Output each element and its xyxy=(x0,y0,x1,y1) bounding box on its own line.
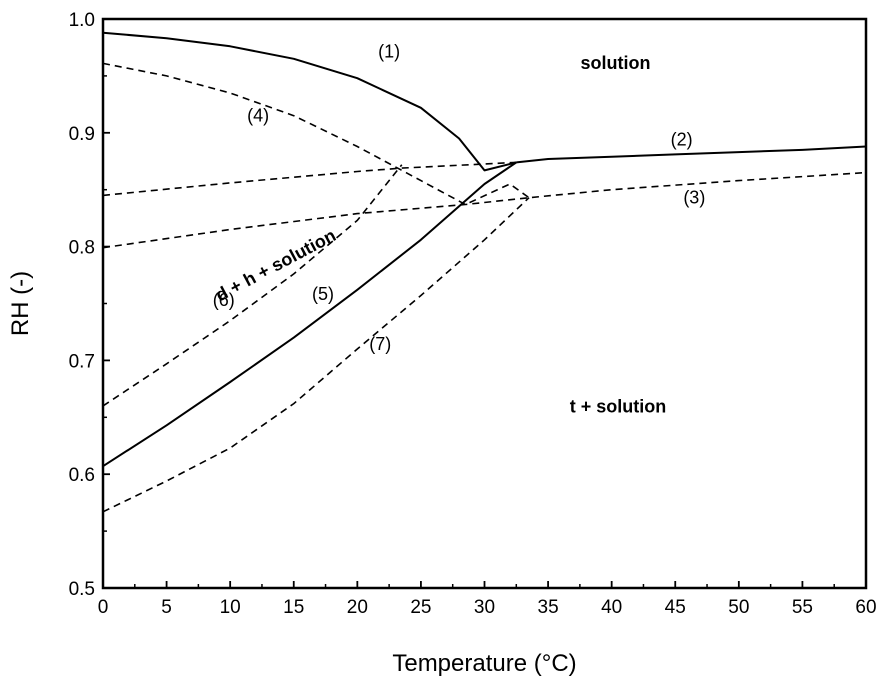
y-tick-label: 0.8 xyxy=(69,238,95,259)
series-line-2 xyxy=(516,145,867,164)
series-line-3 xyxy=(102,171,867,249)
x-tick-label: 20 xyxy=(347,597,368,618)
y-tick-label: 0.6 xyxy=(69,465,95,486)
series-line-1 xyxy=(102,31,517,172)
series-line-6 xyxy=(102,164,403,407)
x-tick-label: 15 xyxy=(283,597,304,618)
region-label: solution xyxy=(580,53,650,73)
x-tick-label: 55 xyxy=(792,597,813,618)
series-lines xyxy=(102,31,867,513)
curve-label: (6) xyxy=(213,290,235,310)
series-line-8 xyxy=(102,161,517,197)
curve-label: (1) xyxy=(378,42,400,62)
curve-label: (5) xyxy=(312,284,334,304)
series-line-5 xyxy=(102,161,517,468)
curve-label: (4) xyxy=(247,105,269,125)
x-tick-label: 5 xyxy=(161,597,172,618)
y-tick-label: 0.9 xyxy=(69,124,95,145)
x-tick-label: 50 xyxy=(728,597,749,618)
y-axis-title: RH (-) xyxy=(7,271,34,336)
x-tick-label: 0 xyxy=(98,597,109,618)
series-line-7 xyxy=(102,197,530,513)
curve-label: (7) xyxy=(369,334,391,354)
x-tick-label: 30 xyxy=(474,597,495,618)
region-label: t + solution xyxy=(570,397,667,417)
y-tick-label: 0.5 xyxy=(69,579,95,600)
chart-text: 0 5 10 15 20 25 30 35 40 45 50 55 60 0.5 0.6 0.7 0.8 0.9 1… xyxy=(69,10,877,618)
curve-label: (2) xyxy=(671,129,693,149)
x-tick-label: 40 xyxy=(601,597,622,618)
x-tick-label: 60 xyxy=(855,597,876,618)
x-tick-label: 35 xyxy=(538,597,559,618)
curve-label: (3) xyxy=(683,187,705,207)
x-axis-title: Temperature (°C) xyxy=(392,650,576,677)
x-tick-label: 10 xyxy=(220,597,241,618)
x-tick-label: 25 xyxy=(410,597,431,618)
y-tick-label: 1.0 xyxy=(69,10,95,31)
series-line-4 xyxy=(102,62,530,206)
y-tick-label: 0.7 xyxy=(69,351,95,372)
x-tick-label: 45 xyxy=(665,597,686,618)
plot-frame xyxy=(101,17,868,590)
